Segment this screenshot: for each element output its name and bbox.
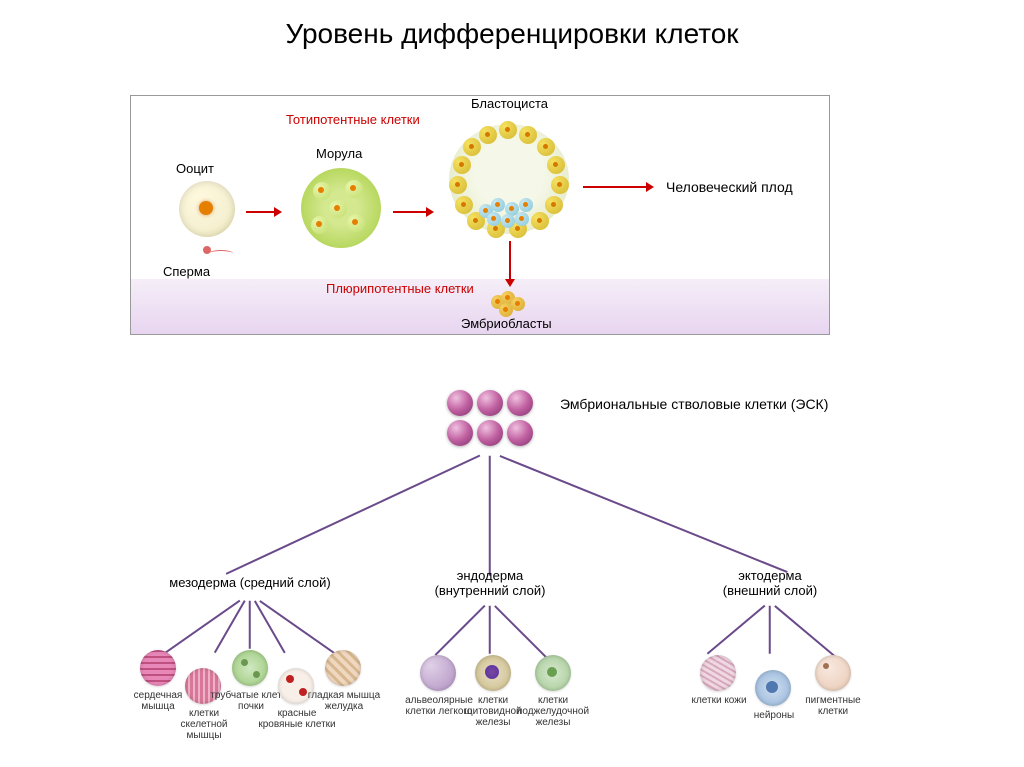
alveolar-icon [420,655,456,691]
esc-cluster [445,390,535,450]
arrow-1 [246,211,276,213]
pancreas-icon [535,655,571,691]
oocyte-icon [179,181,235,237]
skeletal-label: клетки скелетной мышцы [165,708,243,741]
smooth-icon [325,650,361,686]
skin-label: клетки кожи [680,695,758,706]
totipotent-label: Тотипотентные клетки [286,112,406,127]
mesoderm-label: мезодерма (средний слой) [150,575,350,590]
line-ecto [500,455,788,573]
arrow-2 [393,211,428,213]
ectoderm-label: эктодерма(внешний слой) [690,568,850,598]
smooth-label: гладкая мышца желудка [306,690,382,712]
endoderm-label: эндодерма(внутренний слой) [410,568,570,598]
pluripotent-label: Плюрипотентные клетки [326,281,466,296]
thyroid-icon [475,655,511,691]
oocyte-label: Ооцит [176,161,214,176]
page-title: Уровень дифференцировки клеток [0,18,1024,50]
skin-icon [700,655,736,691]
morula-label: Морула [316,146,362,161]
pancreas-label: клетки поджелудочной железы [505,695,601,728]
fetus-label: Человеческий плод [666,179,793,195]
tubular-icon [232,650,268,686]
sperm-icon [203,246,211,254]
arrow-3 [583,186,648,188]
development-panel: Ооцит Сперма Тотипотентные клетки Морула… [130,95,830,335]
blastocyst-label: Бластоциста [471,96,548,111]
line-meso [226,455,480,575]
morula-icon [301,168,381,248]
pigment-icon [815,655,851,691]
arrow-down [509,241,511,281]
sperm-label: Сперма [163,264,210,279]
line-endo [489,456,491,576]
neuron-icon [755,670,791,706]
esc-label: Эмбриональные стволовые клетки (ЭСК) [560,395,730,413]
blastocyst-icon [449,124,569,234]
embryoblast-label: Эмбриобласты [461,316,552,331]
cardiac-icon [140,650,176,686]
pigment-label: пигментные клетки [792,695,874,717]
